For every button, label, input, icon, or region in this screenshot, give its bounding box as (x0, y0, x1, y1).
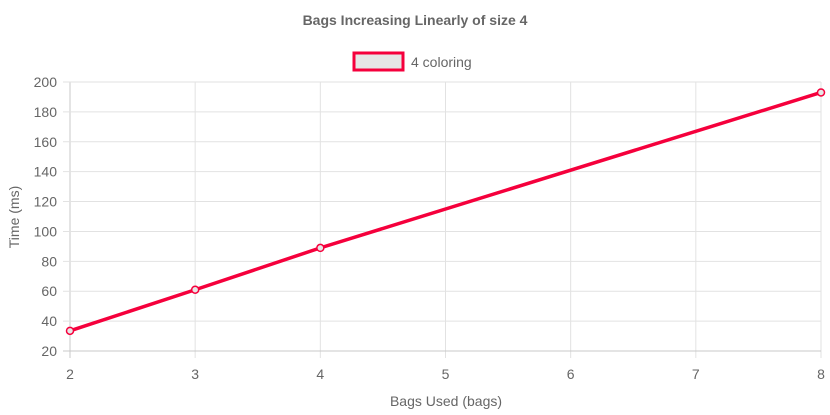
y-tick-label: 140 (34, 164, 58, 180)
data-point[interactable] (67, 327, 74, 334)
x-tick-label: 6 (567, 366, 575, 382)
data-point[interactable] (818, 89, 825, 96)
y-axis-title: Time (ms) (6, 186, 22, 248)
y-tick-label: 20 (41, 343, 57, 359)
data-point[interactable] (192, 286, 199, 293)
axes: 2 3 4 5 6 7 8 20 40 60 80 100 120 140 160 180 200 (34, 74, 825, 382)
x-tick-label: 7 (692, 366, 700, 382)
y-tick-label: 40 (41, 313, 57, 329)
x-axis-title: Bags Used (bags) (390, 393, 502, 409)
y-tick-label: 160 (34, 134, 58, 150)
y-tick-label: 180 (34, 104, 58, 120)
x-tick-label: 4 (316, 366, 324, 382)
data-point[interactable] (317, 244, 324, 251)
x-tick-label: 3 (191, 366, 199, 382)
y-tick-label: 120 (34, 194, 58, 210)
y-tick-label: 80 (41, 253, 57, 269)
legend-swatch[interactable] (354, 53, 403, 70)
chart-title: Bags Increasing Linearly of size 4 (303, 12, 528, 28)
y-tick-label: 100 (34, 223, 58, 239)
legend[interactable]: 4 coloring (354, 53, 472, 70)
x-tick-label: 8 (817, 366, 825, 382)
legend-label[interactable]: 4 coloring (411, 54, 472, 70)
y-tick-label: 60 (41, 283, 57, 299)
grid (63, 82, 821, 358)
x-tick-label: 5 (442, 366, 450, 382)
y-tick-label: 200 (34, 74, 58, 90)
x-tick-label: 2 (66, 366, 74, 382)
